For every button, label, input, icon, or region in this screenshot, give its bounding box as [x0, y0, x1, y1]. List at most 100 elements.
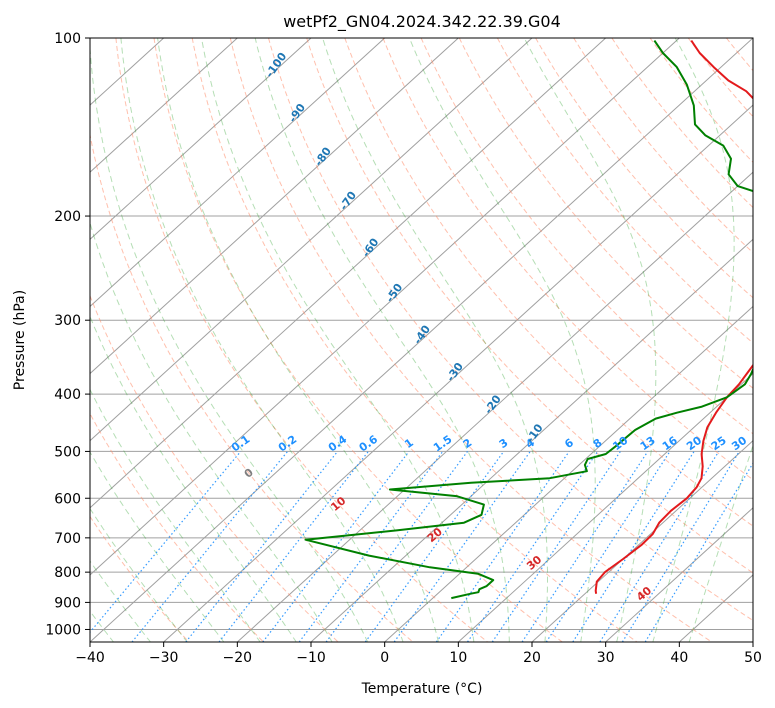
x-tick-label: 50 — [744, 650, 762, 666]
isotherm-line — [90, 38, 680, 576]
isotherm-line — [384, 305, 753, 642]
dry-adiabat-line — [191, 38, 638, 642]
mixing-ratio-label: 6 — [562, 436, 576, 451]
mixing-ratio-line — [644, 462, 753, 642]
dry-adiabat-line — [90, 412, 264, 642]
temperature-profile — [594, 40, 753, 594]
mixing-ratio-line — [325, 451, 468, 642]
dry-adiabat-line — [268, 38, 753, 622]
moist-adiabat-line — [157, 38, 440, 642]
dry-adiabat-line — [306, 38, 753, 574]
moist-adiabat-label: -100 — [263, 50, 290, 80]
x-tick-label: −40 — [75, 650, 105, 666]
x-tick-label: −10 — [296, 650, 326, 666]
moist-adiabat-line — [201, 38, 475, 642]
mixing-ratio-line — [572, 451, 695, 642]
mixing-ratio-line — [131, 451, 289, 642]
isotherm-line — [90, 38, 312, 241]
moist-adiabat-line — [254, 38, 510, 642]
x-tick-label: 10 — [449, 650, 467, 666]
x-tick-label: 0 — [380, 650, 389, 666]
dry-adiabat-line — [229, 38, 712, 642]
x-tick-label: 40 — [670, 650, 688, 666]
moist-adiabat-line — [652, 38, 735, 642]
moist-adiabat-line — [90, 507, 188, 642]
moist-adiabat-line — [688, 443, 753, 642]
mixing-ratio-line — [90, 451, 242, 634]
moist-adiabat-line — [90, 451, 225, 642]
mixing-ratio-label: 2 — [461, 436, 475, 451]
isotherm-line — [90, 38, 459, 375]
chart-title: wetPf2_GN04.2024.342.22.39.G04 — [283, 12, 561, 32]
mixing-ratio-label: 3 — [497, 436, 511, 451]
y-tick-label: 800 — [54, 565, 81, 581]
mixing-ratio-line — [467, 451, 599, 642]
isotherm-line — [90, 38, 753, 642]
dry-adiabat-line — [573, 38, 753, 254]
moist-adiabat-label: -80 — [312, 145, 334, 169]
dry-adiabat-line — [458, 38, 753, 389]
mixing-ratio-line — [364, 451, 505, 642]
x-tick-label: −20 — [223, 650, 253, 666]
y-tick-label: 600 — [54, 491, 81, 507]
moist-adiabat-label: -30 — [444, 360, 466, 384]
moist-adiabat-line — [90, 41, 369, 642]
moist-adiabat-label: -20 — [482, 392, 504, 416]
dry-adiabat-line — [687, 38, 753, 118]
dry-adiabat-line — [496, 38, 753, 344]
isotherm-line — [163, 104, 753, 642]
x-tick-label: 30 — [597, 650, 615, 666]
axes: −40 −30 −20 −10 0 10 20 30 40 5010020030040050060… — [45, 31, 762, 666]
mixing-ratio-label: 16 — [660, 434, 680, 454]
y-tick-label: 400 — [54, 387, 81, 403]
mixing-ratio-label: 25 — [709, 434, 729, 453]
moist-adiabat-label: -40 — [411, 323, 433, 347]
dry-adiabat-line — [420, 38, 753, 435]
isotherm-line — [605, 507, 753, 642]
isotherm-line — [90, 38, 533, 442]
dry-adiabat-line — [726, 38, 753, 72]
y-tick-label: 200 — [54, 209, 81, 225]
y-tick-label: 100 — [54, 31, 81, 47]
dry-adiabat-line — [344, 38, 753, 527]
moist-adiabat-label: -60 — [359, 236, 381, 260]
mixing-ratio-line — [599, 451, 720, 642]
moist-adiabat-label: -70 — [337, 189, 359, 213]
x-axis-label: Temperature (°C) — [361, 681, 483, 697]
moist-adiabat-label: -90 — [286, 101, 308, 125]
isotherm-line — [90, 38, 607, 509]
mixing-ratio-label: 30 — [729, 434, 749, 454]
dry-adiabat-line — [90, 132, 414, 642]
dry-adiabat-line — [382, 38, 753, 481]
mixing-ratio-line — [393, 451, 531, 642]
mixing-ratio-line — [621, 451, 740, 642]
moist-adiabat-line — [90, 221, 333, 642]
mixing-ratio-line — [545, 451, 671, 642]
isotherm-line — [752, 641, 753, 642]
mixing-ratio-line — [435, 451, 570, 642]
moist-adiabat-line — [90, 388, 261, 642]
dewpoint-profile — [304, 40, 753, 600]
dry-adiabat-line — [535, 38, 753, 299]
x-tick-label: −30 — [149, 650, 179, 666]
plot-frame — [89, 37, 754, 643]
background-lines — [90, 38, 753, 642]
dry-adiabat-label: 0 — [242, 466, 256, 481]
mixing-ratio-label: 36 — [750, 434, 770, 454]
dry-adiabat-line — [90, 294, 339, 642]
dry-adiabat-line — [611, 38, 753, 209]
isotherm-line — [236, 171, 753, 642]
mixing-ratio-line — [218, 451, 369, 642]
isotherm-line — [90, 38, 386, 308]
moist-adiabat-line — [120, 38, 404, 642]
y-tick-label: 300 — [54, 313, 81, 329]
isotherm-line — [457, 372, 753, 642]
isotherm-line — [531, 439, 753, 642]
dry-adiabat-line — [115, 38, 488, 642]
moist-adiabat-line — [90, 315, 297, 642]
moist-adiabat-line — [408, 38, 596, 642]
x-tick-label: 20 — [523, 650, 541, 666]
y-tick-label: 700 — [54, 531, 81, 547]
y-tick-label: 500 — [54, 444, 81, 460]
